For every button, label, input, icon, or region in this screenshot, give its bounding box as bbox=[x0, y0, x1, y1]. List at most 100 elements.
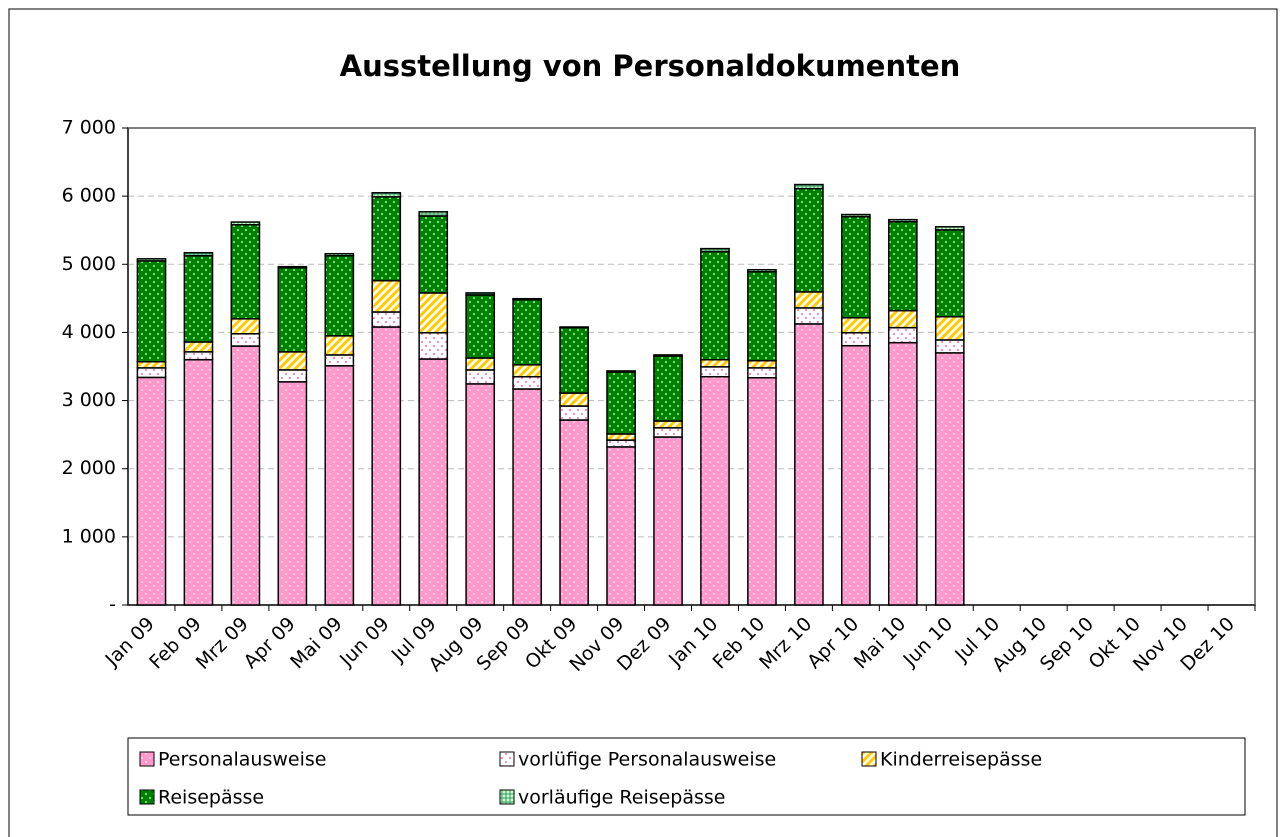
bar-segment bbox=[606, 370, 636, 373]
bar-segment bbox=[606, 446, 636, 606]
bar-segment bbox=[887, 326, 918, 344]
bar-segment bbox=[324, 252, 355, 257]
bar-segment bbox=[277, 351, 308, 371]
bar-segment bbox=[934, 316, 965, 341]
bar-segment bbox=[934, 226, 965, 231]
legend-label: Personalausweise bbox=[158, 749, 326, 771]
bar-segment bbox=[841, 317, 871, 334]
bar-segment bbox=[747, 359, 777, 369]
bar-segment bbox=[559, 405, 589, 421]
y-tick-label: 7 000 bbox=[62, 117, 116, 139]
bar-segment bbox=[418, 211, 449, 217]
chart-border bbox=[8, 8, 1278, 837]
bar-segment bbox=[136, 260, 167, 363]
bar-segment bbox=[324, 365, 355, 606]
bar-segment bbox=[747, 268, 777, 273]
bar-segment bbox=[371, 191, 402, 198]
bar-segment bbox=[418, 358, 449, 606]
y-tick-label: 4 000 bbox=[62, 321, 116, 343]
bar-segment bbox=[841, 213, 871, 218]
bar-segment bbox=[465, 383, 496, 606]
bar-segment bbox=[230, 333, 261, 347]
bar-segment bbox=[841, 332, 871, 347]
bar-segment bbox=[371, 311, 402, 328]
bar-segment bbox=[887, 341, 918, 606]
bar-segment bbox=[700, 366, 730, 378]
bar-segment bbox=[794, 183, 824, 190]
bar-segment bbox=[747, 376, 777, 606]
bar-segment bbox=[934, 339, 965, 354]
bar-segment bbox=[418, 292, 449, 334]
bar-segment bbox=[747, 367, 777, 379]
bar-segment bbox=[512, 297, 542, 301]
bar-segment bbox=[794, 323, 824, 606]
bar-segment bbox=[794, 291, 824, 309]
y-tick-label: 3 000 bbox=[62, 389, 116, 411]
bar-segment bbox=[700, 358, 730, 368]
bar-segment bbox=[512, 298, 542, 366]
bar-segment bbox=[183, 251, 214, 257]
bar-segment bbox=[230, 318, 261, 335]
bar-segment bbox=[512, 375, 542, 390]
bar-segment bbox=[653, 420, 683, 429]
bar-segment bbox=[794, 187, 824, 293]
legend-swatch bbox=[139, 751, 155, 767]
bar-segment bbox=[277, 381, 308, 606]
bar-segment bbox=[136, 360, 167, 369]
bar-segment bbox=[230, 224, 261, 320]
bar-segment bbox=[606, 433, 636, 441]
bar-segment bbox=[230, 345, 261, 606]
bar-segment bbox=[887, 309, 918, 329]
bar-segment bbox=[277, 369, 308, 383]
bar-segment bbox=[136, 367, 167, 379]
legend-label: vorlüfige Personalausweise bbox=[518, 749, 776, 771]
bar-segment bbox=[230, 221, 261, 226]
bar-segment bbox=[747, 271, 777, 362]
bar-segment bbox=[371, 326, 402, 606]
legend-label: Reisepässe bbox=[158, 787, 264, 809]
bar-segment bbox=[371, 196, 402, 282]
bar-segment bbox=[700, 247, 730, 253]
bar-segment bbox=[934, 229, 965, 318]
bar-segment bbox=[794, 307, 824, 325]
bar-segment bbox=[934, 352, 965, 606]
y-tick-label: 5 000 bbox=[62, 253, 116, 275]
bar-segment bbox=[559, 419, 589, 606]
bar-segment bbox=[841, 344, 871, 606]
bar-segment bbox=[136, 258, 167, 262]
y-tick-label: 6 000 bbox=[62, 185, 116, 207]
legend-swatch bbox=[139, 789, 155, 805]
bar-segment bbox=[324, 335, 355, 356]
bar-segment bbox=[277, 265, 308, 269]
bar-segment bbox=[183, 341, 214, 353]
chart-title: Ausstellung von Personaldokumenten bbox=[340, 49, 961, 83]
bar-segment bbox=[277, 266, 308, 353]
bar-segment bbox=[512, 388, 542, 606]
bar-segment bbox=[465, 294, 496, 359]
bar-segment bbox=[606, 439, 636, 448]
bar-segment bbox=[465, 292, 496, 296]
legend-label: Kinderreisepässe bbox=[880, 749, 1042, 771]
legend-label: vorläufige Reisepässe bbox=[518, 787, 726, 809]
bar-segment bbox=[136, 376, 167, 606]
bar-segment bbox=[653, 354, 683, 357]
legend-swatch bbox=[861, 751, 877, 767]
bar-segment bbox=[183, 358, 214, 606]
bar-segment bbox=[700, 375, 730, 606]
bar-segment bbox=[324, 255, 355, 337]
legend-swatch bbox=[499, 789, 515, 805]
bar-segment bbox=[418, 332, 449, 360]
bar-segment bbox=[183, 255, 214, 343]
bar-segment bbox=[183, 351, 214, 361]
bar-segment bbox=[324, 354, 355, 367]
bar-segment bbox=[887, 218, 918, 223]
bar-segment bbox=[559, 326, 589, 329]
bar-segment bbox=[606, 371, 636, 435]
bar-segment bbox=[512, 364, 542, 378]
bar-segment bbox=[559, 392, 589, 407]
bar-segment bbox=[559, 326, 589, 394]
bar-segment bbox=[465, 369, 496, 385]
bar-segment bbox=[653, 355, 683, 422]
y-tick-label: - bbox=[109, 594, 116, 616]
